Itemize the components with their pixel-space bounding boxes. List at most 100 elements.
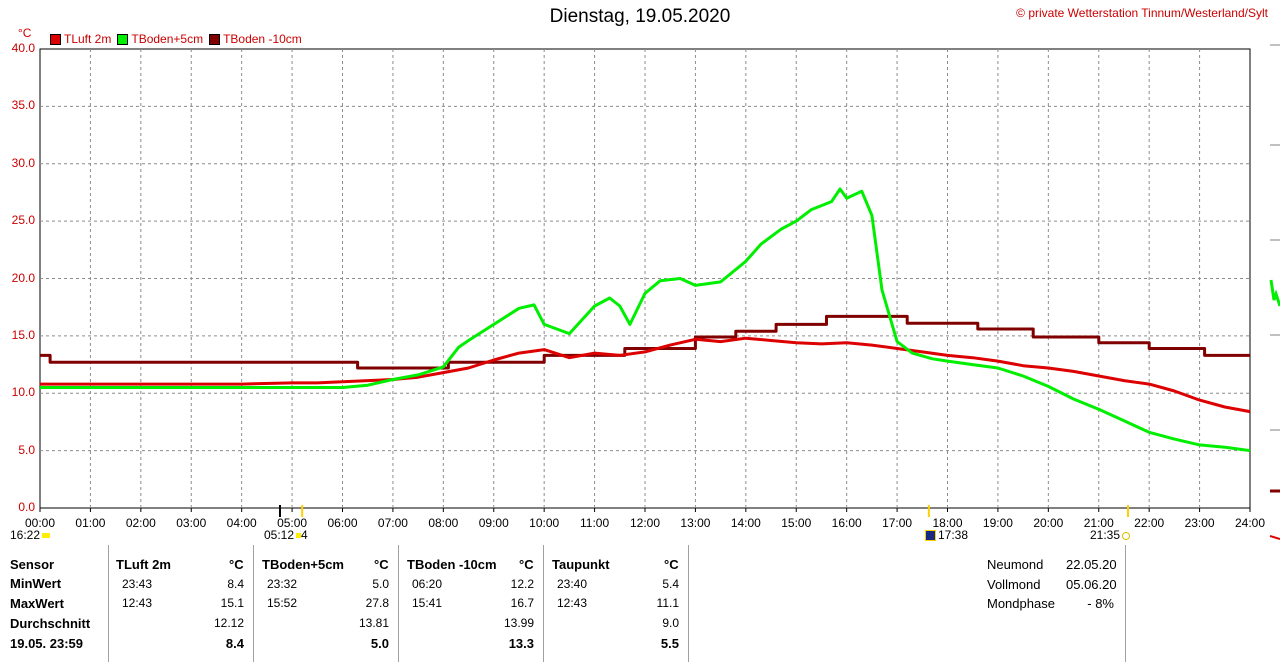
x-tick-label: 18:00 [932,516,963,530]
sunset-prev-marker: 16:22 [10,528,51,542]
x-tick-label: 07:00 [377,516,408,530]
x-tick-label: 04:00 [226,516,257,530]
y-tick-label: 30.0 [11,155,35,170]
legend-swatch-tluft [50,33,61,45]
x-tick-label: 22:00 [1134,516,1165,530]
grid [39,48,1251,517]
column-separator [688,545,689,662]
sunrise-marker: 05:12 4 [264,528,308,542]
x-tick-label: 20:00 [1033,516,1064,530]
col-header-taupunkt: Taupunkt [552,557,610,572]
copyright: © private Wetterstation Tinnum/Westerlan… [1016,6,1268,20]
sunset-time: 21:35 [1090,528,1121,542]
taupunkt-current: 5.5 [660,636,679,651]
sun-icon [296,533,302,539]
y-tick-label: 5.0 [18,442,35,457]
col-header-tboden5: TBoden+5cm [262,557,344,572]
x-tick-label: 11:00 [580,516,610,530]
tboden5-avg: 13.81 [358,616,389,630]
col-unit-tluft: °C [229,557,244,572]
x-tick-label: 02:00 [125,516,156,530]
moon-phase-label: Mondphase [987,596,1055,611]
moon-icon [925,530,936,542]
moon-new-value: 22.05.20 [1066,557,1117,572]
x-tick-label: 10:00 [529,516,560,530]
tboden10-max-time: 15:41 [412,596,443,610]
series-line-2 [40,314,1250,370]
legend: TLuft 2m TBoden+5cm TBoden -10cm [50,32,308,46]
sunset-marker: 21:35 [1090,528,1131,542]
series-line-0 [40,336,1251,414]
y-tick-label: 40.0 [11,41,35,55]
x-tick-label: 06:00 [327,516,358,530]
legend-item-tluft: TLuft 2m [50,32,111,46]
legend-item-tboden5: TBoden+5cm [117,32,203,46]
x-tick-label: 03:00 [176,516,207,530]
tluft-max-time: 12:43 [122,596,153,610]
sunrise-suffix: 4 [301,528,308,542]
taupunkt-max: 11.1 [656,596,679,610]
sunset-prev-time: 16:22 [10,528,41,542]
moonset-time: 17:38 [938,528,969,542]
tboden10-max: 16.7 [510,596,534,610]
legend-swatch-tboden5 [117,33,129,45]
y-tick-label: 15.0 [11,327,35,342]
y-tick-label: 10.0 [11,385,35,400]
column-separator [398,545,399,662]
x-tick-label: 01:00 [75,516,106,530]
x-tick-label: 17:00 [882,516,913,530]
stats-table: Sensor MinWert MaxWert Durchschnitt 19.0… [0,545,1280,662]
tboden5-max: 27.8 [365,596,389,610]
row-label-sensor: Sensor [10,557,55,572]
x-tick-label: 00:00 [24,516,56,530]
tluft-current: 8.4 [225,636,244,651]
y-axis-unit: °C [18,26,32,40]
tboden5-current: 5.0 [370,636,389,651]
tboden10-min-time: 06:20 [412,577,443,591]
y-tick-label: 25.0 [11,213,35,228]
moon-new-label: Neumond [987,557,1044,572]
row-label-current: 19.05. 23:59 [10,636,84,651]
y-tick-label: 35.0 [11,98,35,113]
taupunkt-min-time: 23:40 [557,577,588,591]
col-header-tboden10: TBoden -10cm [407,557,497,572]
edge-red-fragment [1269,535,1280,540]
moon-phase-value: - 8% [1087,596,1114,611]
tboden10-min: 12.2 [510,577,534,591]
series-lines [40,187,1251,453]
x-tick-label: 19:00 [982,516,1013,530]
moonset-marker: 17:38 [925,528,968,542]
x-tick-label: 12:00 [629,516,661,530]
tboden10-current: 13.3 [508,636,534,651]
x-tick-label: 05:00 [277,516,308,530]
circle-icon [1122,531,1131,540]
taupunkt-avg: 9.0 [662,616,679,630]
tluft-min-time: 23:43 [122,577,153,591]
x-tick-label: 14:00 [730,516,761,530]
moon-full-label: Vollmond [987,577,1041,592]
moon-full-value: 05.06.20 [1066,577,1117,592]
series-line-1 [40,187,1251,453]
column-separator [1125,545,1126,662]
tluft-avg: 12.12 [213,616,244,630]
legend-item-tboden10: TBoden -10cm [209,32,302,46]
legend-label-tboden10: TBoden -10cm [223,32,302,46]
legend-label-tluft: TLuft 2m [64,32,112,46]
sunrise-time: 05:12 [264,528,295,542]
col-unit-tboden10: °C [519,557,534,572]
tluft-max: 15.1 [220,596,244,610]
right-edge-decor [1269,44,1280,540]
x-tick-label: 16:00 [831,516,862,530]
col-unit-taupunkt: °C [664,557,679,572]
tboden10-avg: 13.99 [503,616,534,630]
tboden5-min: 5.0 [372,577,389,591]
row-label-max: MaxWert [10,596,64,611]
col-unit-tboden5: °C [374,557,389,572]
column-separator [253,545,254,662]
column-separator [543,545,544,662]
tboden5-max-time: 15:52 [267,596,298,610]
chart-title: Dienstag, 19.05.2020 [549,6,731,27]
tboden5-min-time: 23:32 [267,577,298,591]
y-tick-label: 20.0 [11,270,35,285]
taupunkt-min: 5.4 [662,577,679,591]
